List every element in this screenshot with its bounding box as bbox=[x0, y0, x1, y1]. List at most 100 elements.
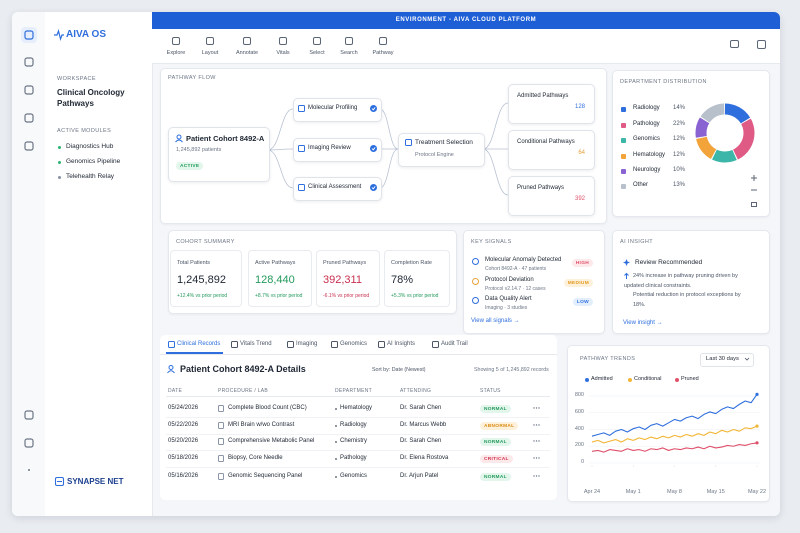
cell-status: NORMAL bbox=[480, 405, 511, 413]
tool-label[interactable]: Select bbox=[309, 50, 325, 56]
tool-label[interactable]: Annotate bbox=[235, 50, 259, 56]
legend-swatch bbox=[621, 107, 626, 112]
rail-icon[interactable] bbox=[24, 57, 34, 67]
rail-icon[interactable] bbox=[24, 30, 34, 40]
tool-icon[interactable] bbox=[172, 37, 180, 45]
cohort-patients: 1,245,892 patients bbox=[176, 147, 222, 153]
tab-underline bbox=[166, 352, 223, 354]
tool-icon[interactable] bbox=[279, 37, 287, 45]
module[interactable]: Telehealth Relay bbox=[66, 173, 115, 180]
row-menu[interactable] bbox=[533, 424, 540, 427]
step-icon bbox=[298, 184, 305, 191]
signals-link[interactable]: View all signals → bbox=[471, 318, 520, 324]
x-tick-label: May 8 bbox=[667, 489, 682, 495]
tool-icon[interactable] bbox=[313, 37, 321, 45]
tool-icon[interactable] bbox=[206, 37, 214, 45]
trend-line bbox=[591, 425, 758, 444]
signal-sub: Imaging · 3 studies bbox=[485, 305, 528, 311]
tab[interactable]: Vitals Trend bbox=[240, 341, 272, 347]
step-node[interactable] bbox=[293, 177, 382, 201]
workspace: Clinical Oncology Pathways bbox=[57, 88, 125, 108]
end-point bbox=[755, 392, 759, 396]
range-select[interactable] bbox=[700, 353, 754, 367]
zoom-control[interactable] bbox=[751, 187, 757, 193]
distribution-title: DEPARTMENT DISTRIBUTION bbox=[620, 79, 707, 85]
tab[interactable]: AI Insights bbox=[387, 341, 416, 347]
cell-department: Radiology bbox=[340, 422, 367, 428]
insight-body2: Potential reduction in protocol exceptio… bbox=[633, 292, 741, 308]
header-action[interactable] bbox=[730, 40, 739, 49]
rail-icon[interactable] bbox=[24, 141, 34, 151]
tool-label[interactable]: Vitals bbox=[276, 50, 290, 56]
tool-label[interactable]: Layout bbox=[201, 50, 219, 56]
cell-attending: Dr. Elena Rostova bbox=[400, 455, 449, 461]
tab-icon[interactable] bbox=[432, 341, 439, 348]
tool-label[interactable]: Search bbox=[340, 50, 358, 56]
brand-icon bbox=[54, 28, 64, 42]
tab-icon[interactable] bbox=[378, 341, 385, 348]
donut-segment bbox=[695, 103, 755, 163]
rail-icon[interactable] bbox=[24, 438, 34, 448]
tab-icon[interactable] bbox=[168, 341, 175, 348]
card-label: Total Patients bbox=[177, 260, 211, 266]
rail-icon[interactable] bbox=[24, 85, 34, 95]
lock-control[interactable] bbox=[751, 200, 757, 207]
doc-icon bbox=[218, 438, 224, 445]
row-line bbox=[166, 467, 550, 468]
outcome-node[interactable] bbox=[508, 130, 595, 170]
modules-label: ACTIVE MODULES bbox=[57, 128, 112, 134]
row-menu[interactable] bbox=[533, 407, 540, 410]
row-line bbox=[166, 417, 550, 418]
footer-icon bbox=[54, 476, 65, 487]
tool-icon[interactable] bbox=[345, 37, 353, 45]
tool-label[interactable]: Pathway bbox=[372, 50, 394, 56]
outcome-count: 128 bbox=[574, 104, 585, 110]
legend-swatch bbox=[621, 138, 626, 143]
cell-date: 05/24/2026 bbox=[168, 405, 199, 411]
insight-link[interactable]: View insight → bbox=[623, 320, 663, 326]
header-action[interactable] bbox=[757, 40, 766, 49]
row-menu[interactable] bbox=[533, 457, 540, 460]
trends-panel bbox=[567, 345, 770, 502]
rail-icon[interactable] bbox=[24, 410, 34, 420]
tool-icon[interactable] bbox=[379, 37, 387, 45]
range-label: Last 30 days bbox=[706, 356, 739, 362]
cohort-node[interactable] bbox=[168, 127, 270, 182]
legend-swatch bbox=[621, 123, 626, 128]
column-header: DATE bbox=[168, 388, 183, 394]
tool-icon[interactable] bbox=[243, 37, 251, 45]
summary-card bbox=[248, 250, 312, 307]
legend-name: Hematology bbox=[633, 152, 666, 158]
tab-icon[interactable] bbox=[331, 341, 338, 348]
tab[interactable]: Imaging bbox=[296, 341, 318, 347]
row-menu[interactable] bbox=[533, 440, 540, 443]
table-title: Patient Cohort 8492-A Details bbox=[180, 364, 306, 374]
tab[interactable]: Audit Trail bbox=[441, 341, 468, 347]
module[interactable]: Genomics Pipeline bbox=[66, 158, 121, 165]
step-node[interactable] bbox=[293, 98, 382, 122]
outcome-node[interactable] bbox=[508, 84, 595, 124]
row-menu[interactable] bbox=[533, 475, 540, 478]
rail-icon[interactable] bbox=[24, 113, 34, 123]
tool-label[interactable]: Explore bbox=[166, 50, 186, 56]
tab-icon[interactable] bbox=[231, 341, 238, 348]
dept-dot bbox=[335, 408, 337, 410]
trends-title: PATHWAY TRENDS bbox=[580, 356, 636, 362]
legend-dot bbox=[675, 378, 679, 382]
legend-value: 14% bbox=[673, 105, 686, 111]
table-sort[interactable]: Sort by: Date (Newest) bbox=[372, 367, 426, 373]
zoom-control[interactable] bbox=[751, 175, 757, 181]
signal-title: Protocol Deviation bbox=[485, 277, 534, 283]
summary-card bbox=[170, 250, 242, 307]
tab[interactable]: Clinical Records bbox=[177, 341, 221, 347]
step-node[interactable] bbox=[293, 138, 382, 162]
module[interactable]: Diagnostics Hub bbox=[66, 143, 114, 150]
selection-node[interactable] bbox=[398, 133, 485, 167]
outcome-node[interactable] bbox=[508, 176, 595, 216]
card-value: 78% bbox=[391, 274, 414, 286]
tab[interactable]: Genomics bbox=[340, 341, 368, 347]
legend-name: Pruned bbox=[681, 376, 699, 382]
legend-name: Genomics bbox=[633, 136, 661, 142]
tab-icon[interactable] bbox=[287, 341, 294, 348]
range-chevron bbox=[744, 357, 750, 361]
